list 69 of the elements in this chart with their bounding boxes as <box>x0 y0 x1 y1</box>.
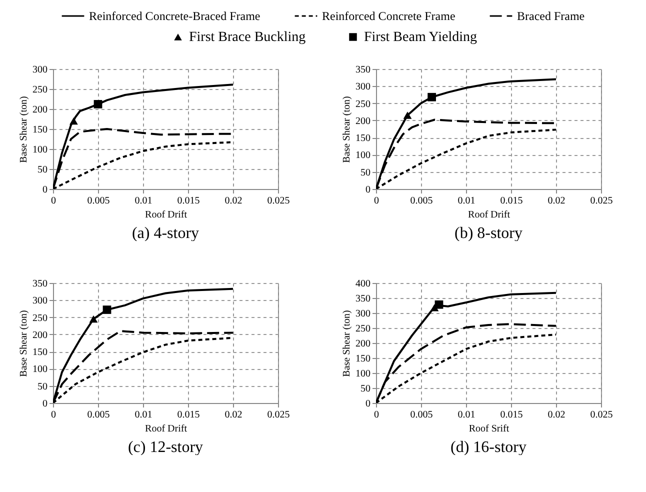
y-tick-label: 150 <box>356 354 370 364</box>
y-tick-label: 0 <box>42 398 48 410</box>
y-axis-title: Base Shear (ton) <box>18 310 30 377</box>
y-tick-label: 0 <box>366 184 370 196</box>
x-tick-label: 0 <box>51 196 56 206</box>
x-tick-label: 0.02 <box>224 196 242 206</box>
y-tick-label: 300 <box>32 64 48 76</box>
y-tick-label: 150 <box>32 124 48 136</box>
y-axis-title: Base Shear (ton) <box>342 96 352 163</box>
y-tick-label: 200 <box>32 330 48 341</box>
y-tick-label: 50 <box>38 164 48 176</box>
x-tick-label: 0.015 <box>177 410 200 420</box>
x-axis-title: Roof Drift <box>145 424 188 434</box>
y-tick-label: 350 <box>32 278 48 290</box>
y-tick-label: 100 <box>356 368 370 380</box>
legend-label: First Beam Yielding <box>364 30 478 45</box>
x-tick-label: 0.005 <box>87 196 110 206</box>
y-tick-label: 150 <box>356 133 370 144</box>
y-tick-label: 150 <box>32 347 48 358</box>
y-axis-title: Base Shear (ton) <box>18 96 30 163</box>
x-axis-title: Roof Drift <box>468 210 510 220</box>
x-tick-label: 0.015 <box>500 410 523 420</box>
y-tick-label: 50 <box>360 384 370 394</box>
y-tick-label: 250 <box>356 324 370 334</box>
legend-label: Braced Frame <box>517 9 585 23</box>
x-tick-label: 0.005 <box>410 410 433 420</box>
y-tick-label: 300 <box>32 296 48 307</box>
x-tick-label: 0.02 <box>548 410 566 420</box>
y-axis-title: Base Shear (ton) <box>342 310 352 377</box>
x-tick-label: 0.005 <box>87 410 110 420</box>
legend-label: Reinforced Concrete Frame <box>322 9 456 23</box>
x-axis-title: Roof Srift <box>468 424 510 434</box>
y-tick-label: 300 <box>356 308 370 320</box>
legend-label: Reinforced Concrete-Braced Frame <box>89 9 260 23</box>
x-tick-label: 0.01 <box>458 410 476 420</box>
y-tick-label: 0 <box>42 184 48 196</box>
y-tick-label: 50 <box>360 167 370 178</box>
y-tick-label: 250 <box>32 84 48 96</box>
x-tick-label: 0 <box>374 196 379 206</box>
x-tick-label: 0.02 <box>548 196 566 206</box>
x-tick-label: 0 <box>51 410 56 420</box>
y-tick-label: 200 <box>32 104 48 116</box>
x-tick-label: 0.025 <box>590 196 613 206</box>
x-axis-title: Roof Drift <box>145 210 188 220</box>
x-tick-label: 0.02 <box>224 410 242 420</box>
x-tick-label: 0.015 <box>500 196 523 206</box>
x-tick-label: 0.01 <box>458 196 476 206</box>
y-tick-label: 100 <box>32 364 48 376</box>
x-tick-label: 0.015 <box>177 196 200 206</box>
x-tick-label: 0.01 <box>134 410 152 420</box>
y-tick-label: 300 <box>356 82 370 93</box>
x-tick-label: 0.025 <box>267 410 290 420</box>
x-tick-label: 0.025 <box>267 196 290 206</box>
x-tick-label: 0.005 <box>410 196 433 206</box>
y-tick-label: 0 <box>366 398 370 410</box>
y-tick-label: 350 <box>356 64 370 76</box>
y-tick-label: 50 <box>38 381 48 392</box>
y-tick-label: 200 <box>356 116 370 127</box>
y-tick-label: 200 <box>356 338 370 350</box>
x-tick-label: 0 <box>374 410 379 420</box>
x-tick-label: 0.025 <box>590 410 613 420</box>
y-tick-label: 400 <box>356 278 370 290</box>
y-tick-label: 100 <box>32 144 48 156</box>
legend-label: First Brace Buckling <box>189 30 306 45</box>
x-tick-label: 0.01 <box>134 196 152 206</box>
y-tick-label: 250 <box>356 98 370 110</box>
y-tick-label: 350 <box>356 294 370 304</box>
y-tick-label: 250 <box>32 312 48 324</box>
y-tick-label: 100 <box>356 150 370 162</box>
